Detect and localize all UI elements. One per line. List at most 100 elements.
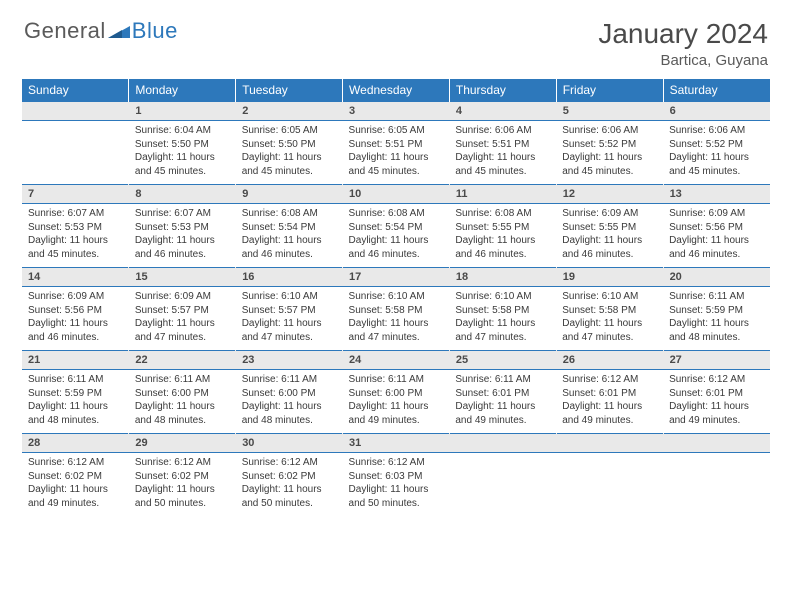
day2-text: and 47 minutes. xyxy=(562,331,657,345)
day1-text: Daylight: 11 hours xyxy=(455,151,550,165)
day-content-cell xyxy=(22,121,129,185)
day-content-cell: Sunrise: 6:11 AMSunset: 6:01 PMDaylight:… xyxy=(449,370,556,434)
sunset-text: Sunset: 5:57 PM xyxy=(135,304,230,318)
day2-text: and 45 minutes. xyxy=(562,165,657,179)
date-cell: 27 xyxy=(663,351,770,370)
day1-text: Daylight: 11 hours xyxy=(28,483,123,497)
sunrise-text: Sunrise: 6:08 AM xyxy=(242,207,337,221)
day2-text: and 50 minutes. xyxy=(242,497,337,511)
day-content-cell: Sunrise: 6:05 AMSunset: 5:50 PMDaylight:… xyxy=(236,121,343,185)
date-cell: 11 xyxy=(449,185,556,204)
day-content-cell: Sunrise: 6:06 AMSunset: 5:51 PMDaylight:… xyxy=(449,121,556,185)
day-content-cell: Sunrise: 6:08 AMSunset: 5:54 PMDaylight:… xyxy=(236,204,343,268)
sunset-text: Sunset: 5:51 PM xyxy=(349,138,444,152)
sunset-text: Sunset: 6:00 PM xyxy=(242,387,337,401)
sunset-text: Sunset: 5:55 PM xyxy=(455,221,550,235)
day1-text: Daylight: 11 hours xyxy=(562,234,657,248)
content-row: Sunrise: 6:04 AMSunset: 5:50 PMDaylight:… xyxy=(22,121,770,185)
date-cell xyxy=(449,434,556,453)
date-cell: 15 xyxy=(129,268,236,287)
calendar-table: SundayMondayTuesdayWednesdayThursdayFrid… xyxy=(22,79,770,516)
sunset-text: Sunset: 5:59 PM xyxy=(669,304,764,318)
day2-text: and 46 minutes. xyxy=(135,248,230,262)
content-row: Sunrise: 6:09 AMSunset: 5:56 PMDaylight:… xyxy=(22,287,770,351)
day-content-cell: Sunrise: 6:11 AMSunset: 6:00 PMDaylight:… xyxy=(129,370,236,434)
day1-text: Daylight: 11 hours xyxy=(28,400,123,414)
sunset-text: Sunset: 5:56 PM xyxy=(28,304,123,318)
day-content-cell: Sunrise: 6:10 AMSunset: 5:58 PMDaylight:… xyxy=(556,287,663,351)
day1-text: Daylight: 11 hours xyxy=(349,234,444,248)
sunset-text: Sunset: 5:59 PM xyxy=(28,387,123,401)
day1-text: Daylight: 11 hours xyxy=(242,483,337,497)
day1-text: Daylight: 11 hours xyxy=(242,400,337,414)
day1-text: Daylight: 11 hours xyxy=(135,317,230,331)
day-content-cell: Sunrise: 6:12 AMSunset: 6:02 PMDaylight:… xyxy=(129,453,236,517)
day2-text: and 50 minutes. xyxy=(349,497,444,511)
day1-text: Daylight: 11 hours xyxy=(349,400,444,414)
brand-logo: General Blue xyxy=(24,18,178,44)
day-header-thursday: Thursday xyxy=(449,79,556,102)
day1-text: Daylight: 11 hours xyxy=(669,234,764,248)
day2-text: and 49 minutes. xyxy=(669,414,764,428)
date-cell: 10 xyxy=(343,185,450,204)
date-cell xyxy=(663,434,770,453)
sunrise-text: Sunrise: 6:11 AM xyxy=(135,373,230,387)
day1-text: Daylight: 11 hours xyxy=(135,483,230,497)
sunset-text: Sunset: 5:54 PM xyxy=(242,221,337,235)
sunrise-text: Sunrise: 6:11 AM xyxy=(455,373,550,387)
day2-text: and 46 minutes. xyxy=(242,248,337,262)
day1-text: Daylight: 11 hours xyxy=(242,234,337,248)
day-content-cell: Sunrise: 6:11 AMSunset: 5:59 PMDaylight:… xyxy=(663,287,770,351)
sunset-text: Sunset: 6:01 PM xyxy=(455,387,550,401)
sunrise-text: Sunrise: 6:06 AM xyxy=(669,124,764,138)
sunset-text: Sunset: 6:02 PM xyxy=(135,470,230,484)
sunrise-text: Sunrise: 6:09 AM xyxy=(562,207,657,221)
day-content-cell: Sunrise: 6:08 AMSunset: 5:55 PMDaylight:… xyxy=(449,204,556,268)
day-content-cell: Sunrise: 6:09 AMSunset: 5:56 PMDaylight:… xyxy=(22,287,129,351)
day1-text: Daylight: 11 hours xyxy=(28,317,123,331)
month-title: January 2024 xyxy=(598,18,768,50)
day2-text: and 47 minutes. xyxy=(349,331,444,345)
day1-text: Daylight: 11 hours xyxy=(242,317,337,331)
day2-text: and 47 minutes. xyxy=(455,331,550,345)
date-row: 14151617181920 xyxy=(22,268,770,287)
date-row: 28293031 xyxy=(22,434,770,453)
day-header-monday: Monday xyxy=(129,79,236,102)
date-cell: 4 xyxy=(449,102,556,121)
date-cell: 17 xyxy=(343,268,450,287)
day-content-cell: Sunrise: 6:05 AMSunset: 5:51 PMDaylight:… xyxy=(343,121,450,185)
date-cell: 2 xyxy=(236,102,343,121)
sunset-text: Sunset: 5:52 PM xyxy=(669,138,764,152)
sunset-text: Sunset: 5:56 PM xyxy=(669,221,764,235)
sunset-text: Sunset: 5:58 PM xyxy=(562,304,657,318)
sunset-text: Sunset: 5:55 PM xyxy=(562,221,657,235)
sunset-text: Sunset: 6:01 PM xyxy=(562,387,657,401)
sunrise-text: Sunrise: 6:05 AM xyxy=(349,124,444,138)
sunrise-text: Sunrise: 6:11 AM xyxy=(349,373,444,387)
day2-text: and 46 minutes. xyxy=(349,248,444,262)
sunset-text: Sunset: 6:01 PM xyxy=(669,387,764,401)
day-content-cell: Sunrise: 6:12 AMSunset: 6:02 PMDaylight:… xyxy=(22,453,129,517)
content-row: Sunrise: 6:12 AMSunset: 6:02 PMDaylight:… xyxy=(22,453,770,517)
date-cell: 25 xyxy=(449,351,556,370)
brand-text-general: General xyxy=(24,18,106,44)
sunrise-text: Sunrise: 6:06 AM xyxy=(455,124,550,138)
sunrise-text: Sunrise: 6:12 AM xyxy=(669,373,764,387)
sunrise-text: Sunrise: 6:09 AM xyxy=(135,290,230,304)
day-header-saturday: Saturday xyxy=(663,79,770,102)
day2-text: and 50 minutes. xyxy=(135,497,230,511)
sunset-text: Sunset: 6:00 PM xyxy=(349,387,444,401)
day1-text: Daylight: 11 hours xyxy=(562,400,657,414)
date-cell: 14 xyxy=(22,268,129,287)
sunrise-text: Sunrise: 6:05 AM xyxy=(242,124,337,138)
sunrise-text: Sunrise: 6:12 AM xyxy=(135,456,230,470)
location-label: Bartica, Guyana xyxy=(598,52,768,69)
day1-text: Daylight: 11 hours xyxy=(455,234,550,248)
date-cell: 23 xyxy=(236,351,343,370)
day-content-cell: Sunrise: 6:09 AMSunset: 5:56 PMDaylight:… xyxy=(663,204,770,268)
sunrise-text: Sunrise: 6:07 AM xyxy=(135,207,230,221)
sunset-text: Sunset: 5:51 PM xyxy=(455,138,550,152)
day2-text: and 48 minutes. xyxy=(28,414,123,428)
sunset-text: Sunset: 5:57 PM xyxy=(242,304,337,318)
date-cell: 1 xyxy=(129,102,236,121)
